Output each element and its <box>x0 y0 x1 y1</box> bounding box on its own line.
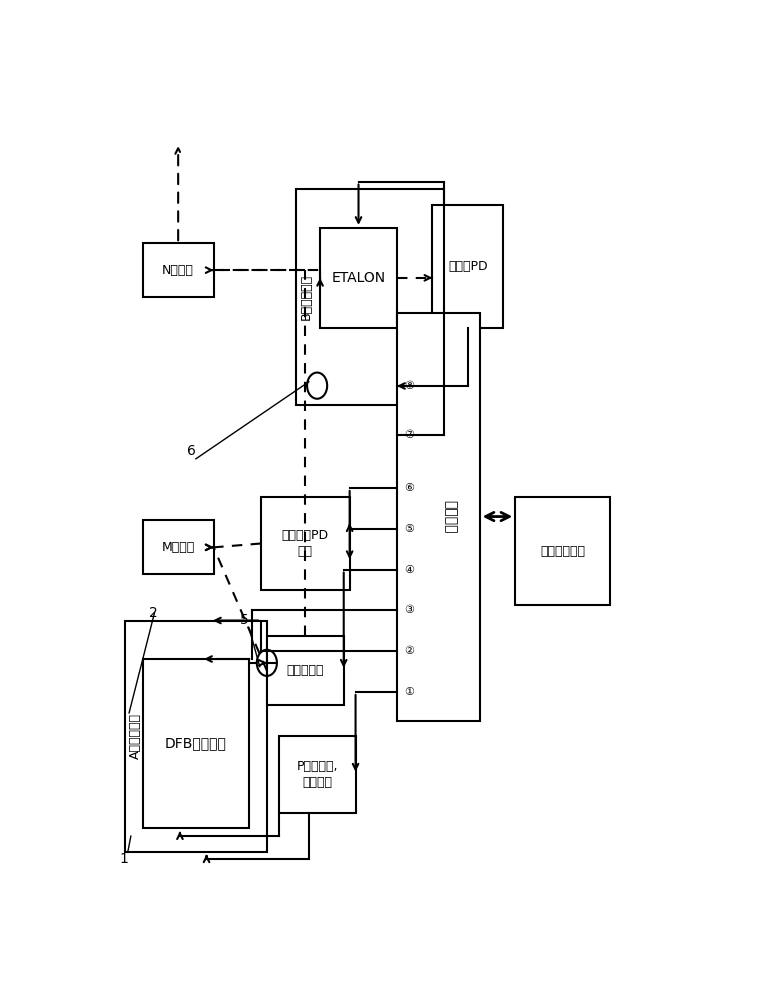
Bar <box>267 636 343 705</box>
Bar <box>397 312 480 721</box>
Text: P多路切换,
控制模块: P多路切换, 控制模块 <box>296 760 338 789</box>
Text: 微处理器: 微处理器 <box>443 500 457 533</box>
Text: 2: 2 <box>149 606 157 620</box>
Bar <box>278 736 356 813</box>
Text: 外部控制单元: 外部控制单元 <box>540 545 585 558</box>
Bar <box>143 243 214 297</box>
Text: A热电冷却器: A热电冷却器 <box>128 713 141 759</box>
Text: B热电冷却器: B热电冷却器 <box>300 274 313 320</box>
Text: M分光计: M分光计 <box>162 541 195 554</box>
Text: ⑧: ⑧ <box>404 381 414 391</box>
Text: 方向监测PD
阵列: 方向监测PD 阵列 <box>282 529 329 558</box>
Text: ①: ① <box>404 687 414 697</box>
Text: N分光计: N分光计 <box>163 264 194 277</box>
Bar <box>125 620 267 852</box>
Text: ETALON: ETALON <box>331 271 385 285</box>
Bar <box>297 189 444 405</box>
Text: ⑥: ⑥ <box>404 483 414 493</box>
Bar <box>320 228 397 328</box>
Text: ④: ④ <box>404 565 414 575</box>
Bar <box>433 205 504 328</box>
Text: 5: 5 <box>240 613 249 627</box>
Bar <box>143 659 249 828</box>
Text: 1: 1 <box>119 852 128 866</box>
Bar <box>143 520 214 574</box>
Text: ⑤: ⑤ <box>404 524 414 534</box>
Bar <box>261 497 349 590</box>
Text: 6: 6 <box>187 444 196 458</box>
Text: 方向控制镜: 方向控制镜 <box>287 664 324 677</box>
Text: ②: ② <box>404 646 414 656</box>
Text: ⑦: ⑦ <box>404 430 414 440</box>
Bar <box>515 497 610 605</box>
Text: 波长锁PD: 波长锁PD <box>448 260 488 273</box>
Text: DFB激光模块: DFB激光模块 <box>165 737 227 751</box>
Text: ③: ③ <box>404 605 414 615</box>
